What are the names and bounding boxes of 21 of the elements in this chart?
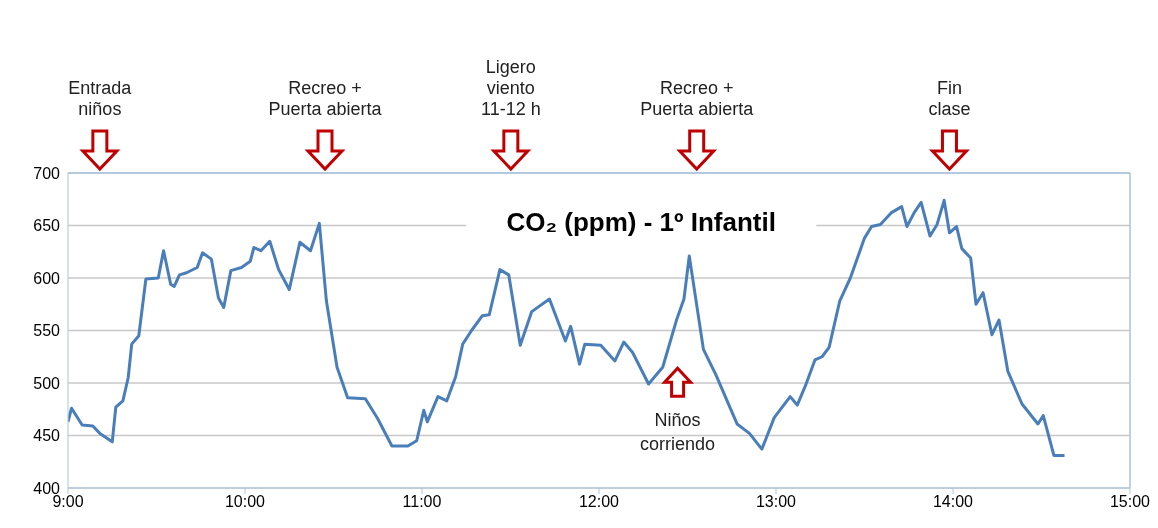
x-tick-label: 11:00	[402, 493, 442, 511]
text: Recreo + Puerta abierta	[268, 78, 383, 119]
y-tick-label: 650	[33, 217, 61, 235]
y-tick-label: 450	[33, 427, 61, 445]
text: Entrada niños	[68, 78, 133, 119]
x-tick-label: 14:00	[932, 493, 974, 511]
text: Fin clase	[928, 78, 971, 119]
line-series	[68, 198, 1067, 457]
x-tick-label: 9:00	[52, 493, 84, 511]
text: Ligero viento 11-12 h	[480, 57, 541, 119]
text: CO₂ (ppm) - 1º Infantil	[506, 207, 776, 237]
y-tick-label: 700	[33, 164, 61, 182]
x-tick-label: 12:00	[578, 493, 620, 511]
x-tick-label: 13:00	[755, 493, 797, 511]
y-tick-label: 600	[33, 269, 61, 287]
annotation: Niños corriendo	[640, 410, 716, 455]
y-tick-label: 550	[33, 322, 61, 340]
text: Recreo + Puerta abierta	[640, 78, 755, 119]
x-tick-label: 10:00	[224, 493, 266, 511]
x-tick-label: 15:00	[1109, 493, 1151, 511]
y-tick-label: 500	[33, 374, 61, 392]
